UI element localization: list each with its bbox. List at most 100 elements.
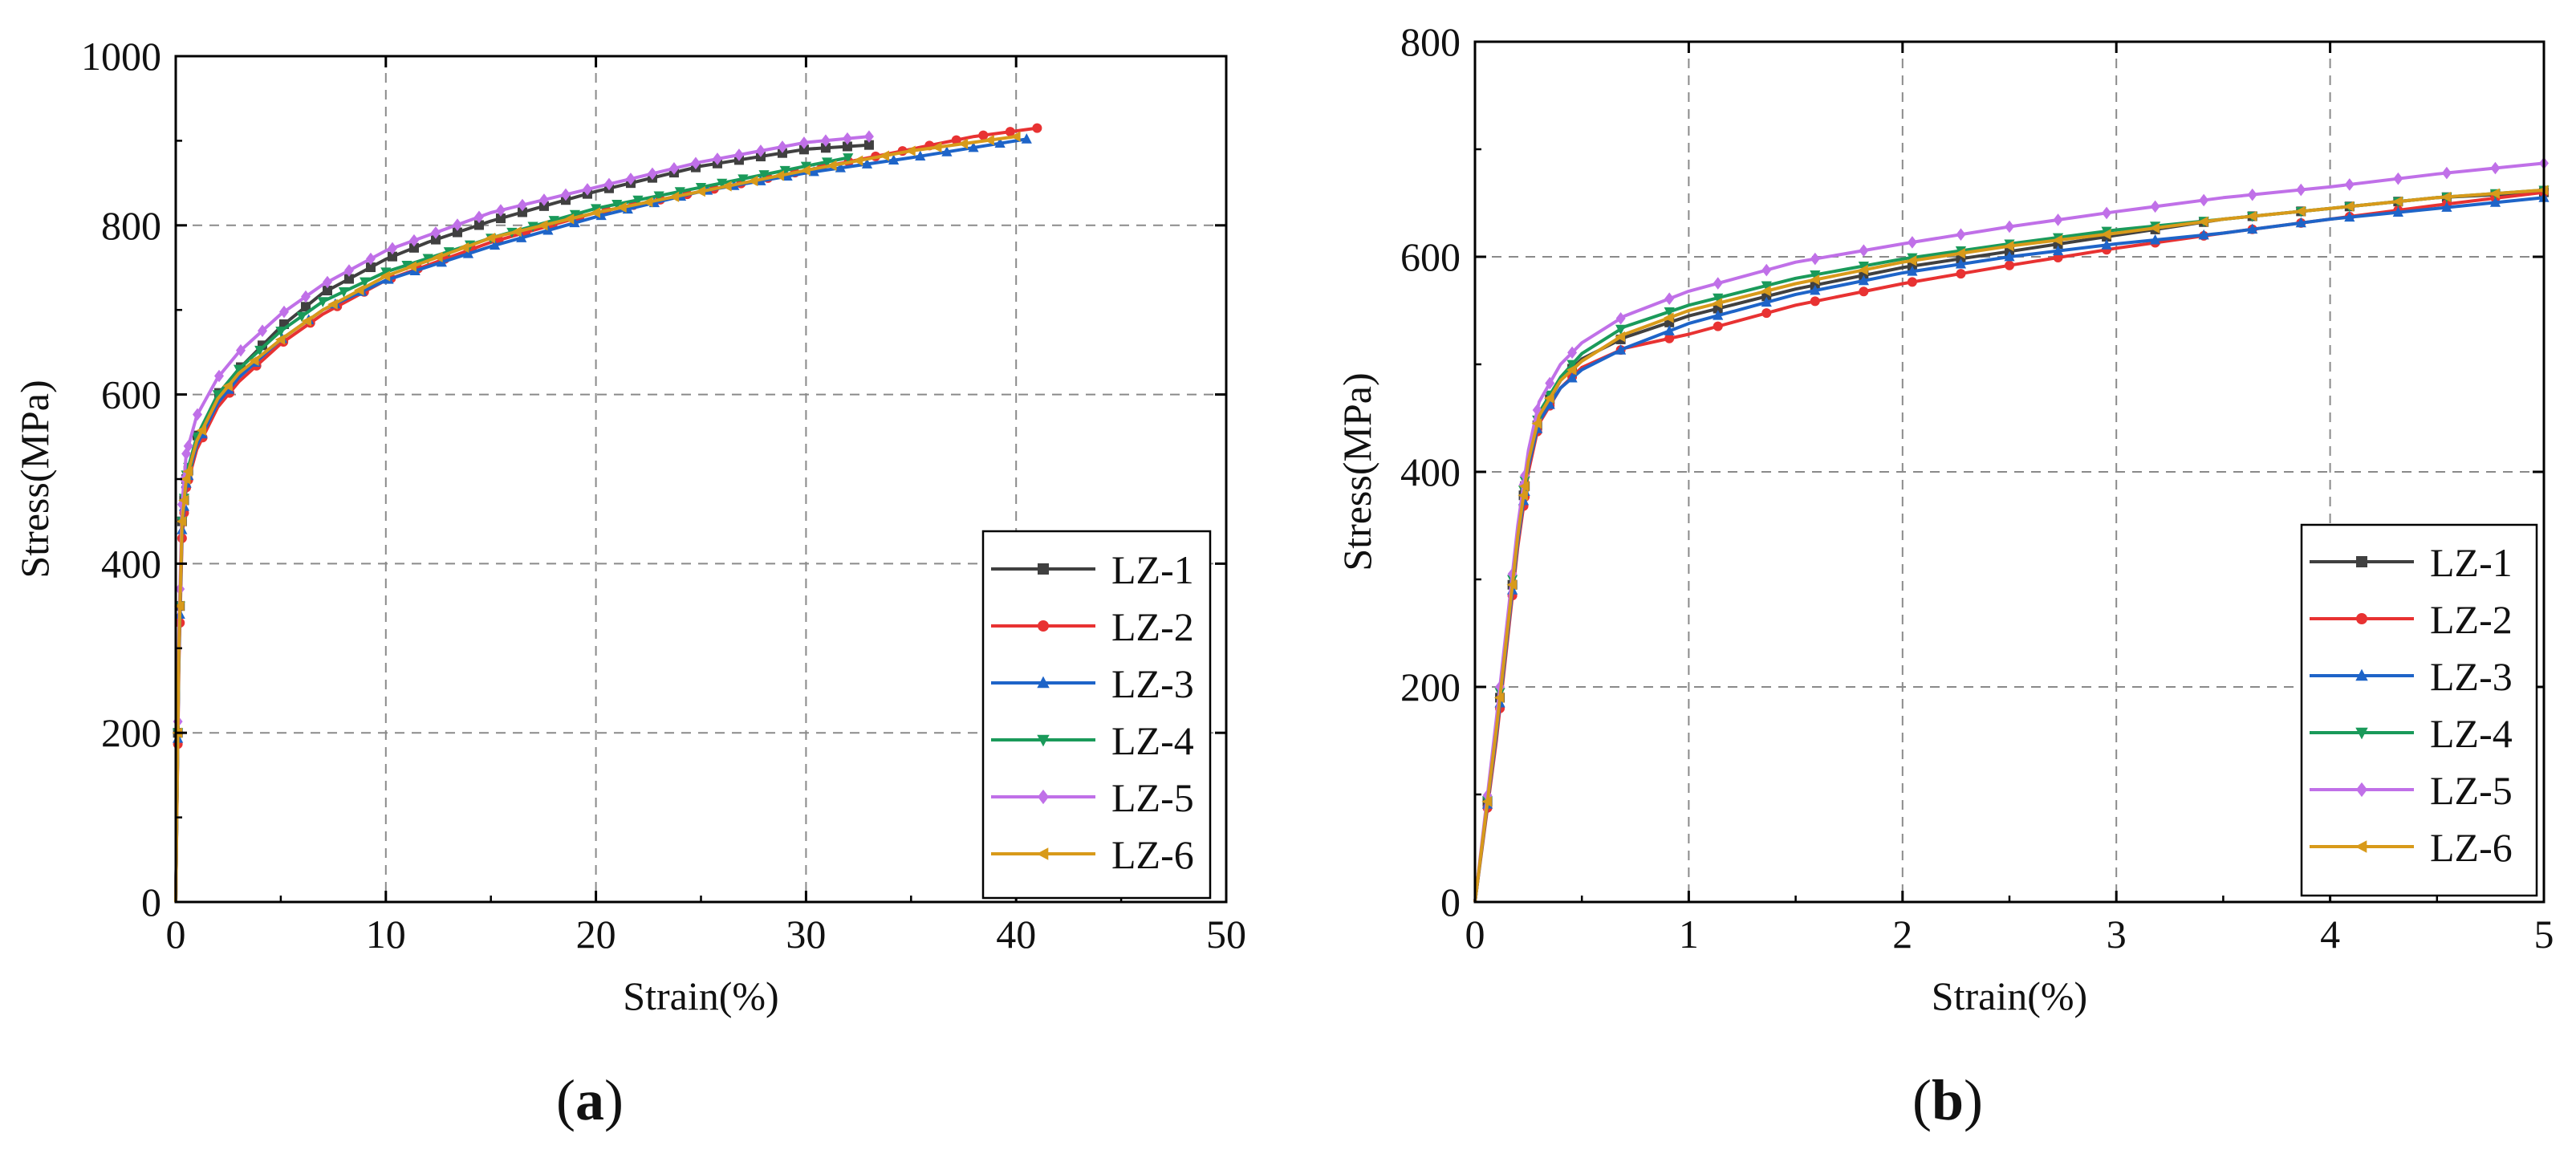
- data-point: [1713, 310, 1724, 320]
- data-point: [2199, 193, 2209, 207]
- y-tick-label: 200: [1400, 664, 1461, 709]
- data-point: [1810, 296, 1820, 307]
- data-point: [798, 144, 809, 155]
- panel-label: (a): [556, 1068, 624, 1132]
- data-point: [2101, 239, 2112, 250]
- x-axis-title: Strain(%): [1932, 973, 2087, 1018]
- data-point: [495, 204, 506, 217]
- data-point: [863, 140, 874, 150]
- data-point: [808, 165, 819, 177]
- data-point: [301, 315, 312, 327]
- data-point: [365, 262, 376, 273]
- data-point: [1761, 286, 1771, 297]
- legend-label: LZ-4: [1111, 718, 1194, 763]
- legend-label: LZ-6: [1111, 832, 1194, 877]
- legend-label: LZ-2: [1111, 604, 1194, 649]
- series-line-LZ-5: [174, 135, 870, 903]
- y-tick-label: 400: [1400, 449, 1461, 494]
- legend-marker: [2356, 782, 2367, 798]
- data-point: [296, 311, 307, 323]
- data-point: [422, 254, 433, 265]
- data-point: [254, 345, 266, 356]
- legend-label: LZ-5: [1111, 775, 1194, 820]
- data-point: [569, 209, 581, 221]
- data-point: [695, 186, 705, 197]
- data-point: [1761, 296, 1772, 307]
- legend-item: LZ-5: [2310, 768, 2513, 813]
- legend-marker: [2355, 668, 2368, 681]
- data-point: [2440, 191, 2452, 203]
- data-point: [800, 161, 811, 173]
- data-point: [852, 155, 863, 166]
- data-point: [2003, 241, 2014, 252]
- data-point: [1664, 307, 1675, 318]
- data-point: [196, 425, 207, 436]
- data-point: [842, 141, 852, 152]
- legend: LZ-1 LZ-2 LZ-3 LZ-4 LZ-5 LZ-6: [2300, 523, 2538, 897]
- data-point: [1761, 281, 1772, 292]
- legend-item: LZ-6: [2310, 825, 2513, 870]
- data-point: [1810, 284, 1821, 295]
- data-point: [178, 494, 189, 506]
- grid: [176, 56, 1226, 902]
- legend-marker: [1037, 676, 1050, 689]
- data-point: [2296, 183, 2306, 197]
- data-point: [183, 440, 193, 453]
- legend-marker: [2355, 840, 2367, 853]
- data-point: [490, 239, 501, 250]
- data-point: [2005, 220, 2014, 234]
- data-point: [968, 141, 979, 152]
- data-point: [176, 516, 187, 527]
- data-point: [343, 264, 354, 277]
- data-point: [1615, 331, 1626, 343]
- data-point: [537, 220, 548, 231]
- data-point: [538, 193, 549, 206]
- data-point: [2197, 216, 2208, 227]
- data-point: [1956, 228, 1966, 242]
- x-tick-label: 4: [2320, 912, 2340, 957]
- data-point: [582, 183, 592, 196]
- data-point: [353, 285, 364, 296]
- legend-marker: [2356, 556, 2367, 567]
- data-point: [300, 302, 311, 312]
- data-point: [248, 355, 259, 367]
- data-point: [430, 226, 441, 239]
- y-tick-label: 200: [101, 710, 161, 755]
- series-LZ-5: [173, 130, 874, 903]
- data-point: [1506, 579, 1518, 591]
- data-point: [1956, 269, 1966, 279]
- data-point: [180, 473, 191, 485]
- data-point: [2489, 197, 2501, 207]
- data-point: [452, 227, 462, 238]
- series-LZ-3: [173, 133, 1032, 903]
- data-point: [1545, 376, 1555, 390]
- data-point: [1809, 274, 1820, 286]
- data-point: [235, 343, 246, 357]
- data-point: [538, 201, 549, 211]
- x-tick-label: 5: [2534, 912, 2554, 957]
- data-point: [2344, 178, 2355, 191]
- y-tick-label: 800: [101, 203, 161, 248]
- data-point: [517, 207, 527, 217]
- legend-marker: [1036, 847, 1049, 860]
- x-tick-label: 20: [576, 912, 616, 957]
- y-tick-label: 0: [141, 880, 161, 924]
- y-tick-label: 600: [101, 372, 161, 417]
- data-point: [1712, 298, 1723, 309]
- series-LZ-6: [1473, 185, 2549, 903]
- x-tick-label: 1: [1679, 912, 1699, 957]
- data-point: [516, 232, 527, 242]
- data-point: [569, 217, 580, 228]
- data-point: [820, 143, 831, 153]
- data-point: [941, 146, 953, 156]
- data-point: [603, 177, 614, 191]
- data-point: [653, 191, 664, 202]
- series-LZ-4: [173, 153, 854, 903]
- y-tick-label: 800: [1400, 19, 1461, 64]
- data-point: [1664, 333, 1675, 343]
- legend-item: LZ-4: [991, 718, 1194, 763]
- data-point: [322, 286, 332, 296]
- data-point: [798, 136, 809, 149]
- data-point: [495, 213, 506, 224]
